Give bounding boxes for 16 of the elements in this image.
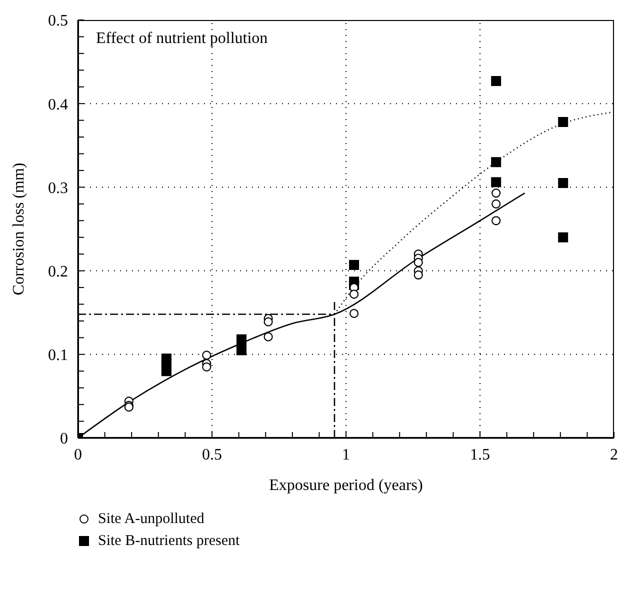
legend-label: Site B-nutrients present	[98, 532, 240, 550]
y-tick-label: 0	[60, 430, 68, 448]
x-tick-label: 2	[610, 446, 618, 464]
x-tick-label: 1.5	[470, 446, 490, 464]
x-axis-title: Exposure period (years)	[269, 477, 423, 494]
y-tick-label: 0.2	[48, 263, 68, 280]
y-tick-label: 0.5	[48, 12, 68, 30]
y-tick-label: 0.3	[48, 180, 68, 197]
text: Effect of nutrient pollution	[96, 30, 268, 48]
legend-label: Site A-unpolluted	[98, 510, 204, 528]
y-tick-label: 0.1	[48, 347, 68, 364]
x-tick-label: 0.5	[202, 446, 222, 464]
x-tick-label: 1	[342, 446, 350, 464]
y-axis-title: Corrosion loss (mm)	[10, 162, 28, 296]
x-tick-label: 0	[74, 446, 82, 464]
y-tick-label: 0.4	[48, 96, 68, 114]
